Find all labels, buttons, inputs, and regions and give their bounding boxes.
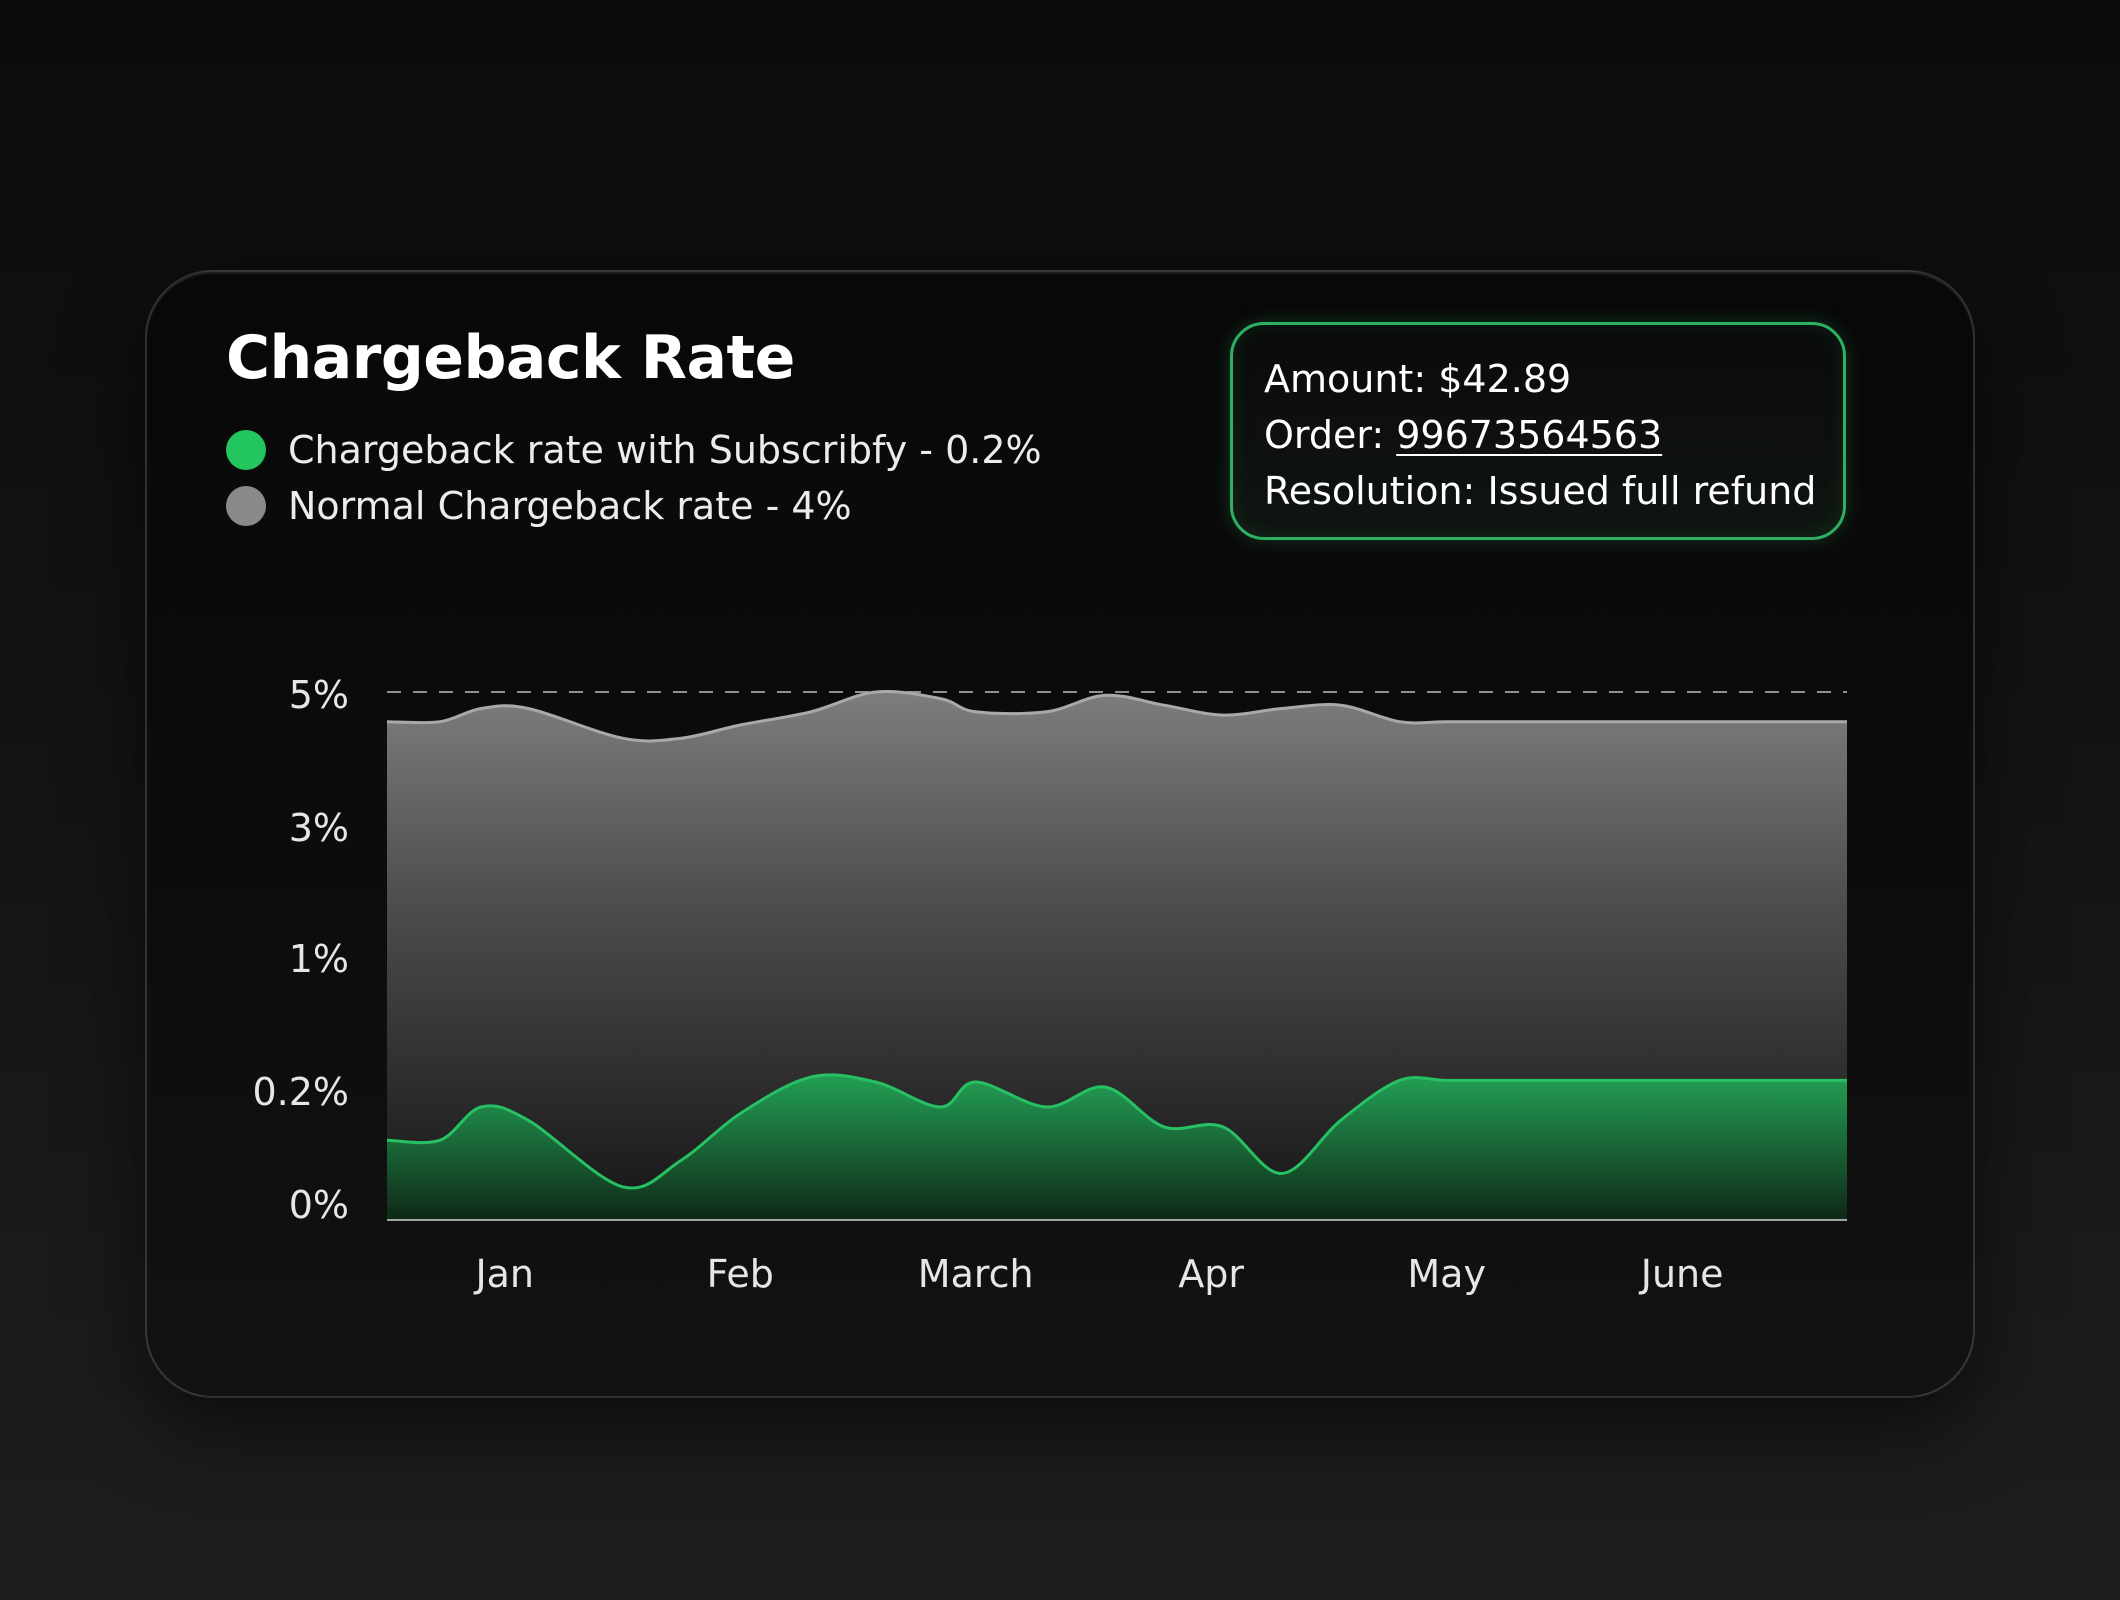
x-tick-label: Jan bbox=[473, 1252, 534, 1296]
x-tick-label: Feb bbox=[707, 1252, 774, 1296]
chargeback-tooltip: Amount: $42.89 Order: 99673564563 Resolu… bbox=[1230, 322, 1846, 540]
series-areas bbox=[386, 690, 1847, 1220]
line-normal bbox=[386, 690, 1847, 743]
chart-title: Chargeback Rate bbox=[226, 323, 795, 393]
order-number-link[interactable]: 99673564563 bbox=[1396, 413, 1663, 457]
tooltip-resolution-label: Resolution: bbox=[1264, 469, 1476, 513]
tooltip-amount-row: Amount: $42.89 bbox=[1264, 351, 1843, 407]
legend-swatch-gray bbox=[226, 486, 266, 526]
y-tick-label: 0% bbox=[289, 1183, 349, 1227]
chart-card: Chargeback Rate Chargeback rate with Sub… bbox=[145, 270, 1975, 1398]
axes: 0% 0.2% 1% 3% 5% Jan Feb March Apr May June bbox=[252, 673, 1847, 1296]
x-tick-label: June bbox=[1639, 1252, 1724, 1296]
tooltip-resolution-row: Resolution: Issued full refund bbox=[1264, 463, 1843, 519]
tooltip-resolution-value: Issued full refund bbox=[1487, 469, 1817, 513]
x-tick-label: May bbox=[1407, 1252, 1486, 1296]
line-subscribfy bbox=[386, 1073, 1847, 1190]
legend-item-normal[interactable]: Normal Chargeback rate - 4% bbox=[226, 478, 1042, 534]
x-tick-label: March bbox=[918, 1252, 1034, 1296]
area-subscribfy bbox=[387, 1074, 1847, 1220]
legend-label-normal: Normal Chargeback rate - 4% bbox=[288, 484, 852, 528]
x-tick-label: Apr bbox=[1178, 1252, 1244, 1296]
legend-label-subscribfy: Chargeback rate with Subscribfy - 0.2% bbox=[288, 428, 1042, 472]
legend-swatch-green bbox=[226, 430, 266, 470]
y-tick-label: 1% bbox=[289, 937, 349, 981]
y-tick-label: 3% bbox=[289, 806, 349, 850]
y-tick-label: 0.2% bbox=[252, 1070, 349, 1114]
tooltip-amount-label: Amount: bbox=[1264, 357, 1427, 401]
tooltip-order-label: Order: bbox=[1264, 413, 1385, 457]
legend: Chargeback rate with Subscribfy - 0.2% N… bbox=[226, 422, 1042, 534]
tooltip-order-row: Order: 99673564563 bbox=[1264, 407, 1843, 463]
tooltip-amount-value: $42.89 bbox=[1438, 357, 1572, 401]
chargeback-area-chart: 0% 0.2% 1% 3% 5% Jan Feb March Apr May June bbox=[252, 673, 1847, 1296]
legend-item-subscribfy[interactable]: Chargeback rate with Subscribfy - 0.2% bbox=[226, 422, 1042, 478]
y-tick-label: 5% bbox=[289, 673, 349, 717]
